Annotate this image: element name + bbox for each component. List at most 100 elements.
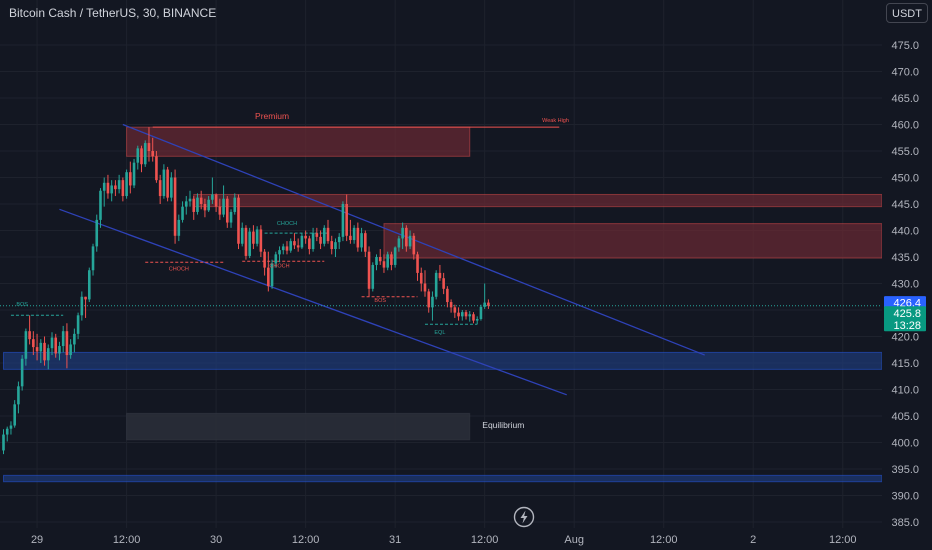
candle-body[interactable] — [226, 198, 229, 223]
candle-body[interactable] — [386, 254, 389, 268]
candle-body[interactable] — [173, 177, 177, 236]
candle-body[interactable] — [479, 306, 483, 320]
candle-body[interactable] — [46, 348, 50, 361]
candle-body[interactable] — [352, 227, 356, 241]
candle-body[interactable] — [431, 296, 434, 308]
candle-body[interactable] — [207, 199, 210, 211]
candle-body[interactable] — [326, 227, 330, 242]
candle-body[interactable] — [281, 246, 285, 251]
candle-body[interactable] — [73, 333, 76, 345]
candle-body[interactable] — [446, 288, 449, 303]
candle-body[interactable] — [184, 201, 188, 207]
candle-body[interactable] — [285, 246, 289, 251]
candle-body[interactable] — [423, 283, 427, 292]
candle-body[interactable] — [177, 219, 181, 236]
candle-body[interactable] — [267, 267, 270, 287]
candle-body[interactable] — [278, 250, 281, 255]
candle-body[interactable] — [121, 180, 125, 197]
candle-body[interactable] — [252, 231, 255, 244]
candle-body[interactable] — [438, 272, 442, 279]
candle-body[interactable] — [102, 182, 106, 191]
candle-body[interactable] — [155, 156, 158, 181]
candle-body[interactable] — [110, 185, 113, 194]
candle-body[interactable] — [181, 206, 184, 220]
candle-body[interactable] — [308, 238, 311, 250]
candle-body[interactable] — [117, 180, 121, 190]
candle-body[interactable] — [483, 302, 486, 307]
candle-body[interactable] — [270, 263, 274, 287]
currency-button[interactable]: USDT — [886, 3, 928, 23]
candle-body[interactable] — [364, 233, 367, 252]
candle-body[interactable] — [457, 312, 460, 317]
candle-body[interactable] — [468, 314, 472, 317]
candle-body[interactable] — [9, 425, 13, 429]
candle-body[interactable] — [166, 169, 169, 198]
candle-body[interactable] — [196, 197, 199, 212]
candle-body[interactable] — [140, 148, 143, 165]
candle-body[interactable] — [487, 302, 490, 306]
candle-body[interactable] — [449, 302, 453, 308]
candle-body[interactable] — [434, 272, 438, 297]
candle-body[interactable] — [214, 194, 218, 207]
candle-body[interactable] — [35, 347, 39, 352]
candle-body[interactable] — [233, 197, 237, 212]
candle-body[interactable] — [300, 235, 304, 248]
candle-body[interactable] — [322, 227, 326, 244]
candle-body[interactable] — [54, 337, 58, 354]
candle-body[interactable] — [43, 342, 46, 361]
candle-body[interactable] — [58, 346, 61, 354]
candle-body[interactable] — [427, 291, 431, 308]
candle-body[interactable] — [69, 344, 72, 356]
candle-body[interactable] — [151, 151, 154, 157]
candle-body[interactable] — [13, 404, 16, 426]
candle-body[interactable] — [371, 264, 375, 289]
candle-body[interactable] — [296, 245, 300, 248]
candle-body[interactable] — [95, 219, 99, 247]
candle-body[interactable] — [2, 434, 5, 451]
candle-body[interactable] — [382, 261, 386, 268]
tradingview-logo-icon[interactable] — [513, 506, 535, 528]
candle-body[interactable] — [255, 229, 259, 244]
candle-body[interactable] — [132, 162, 136, 186]
candle-body[interactable] — [162, 169, 166, 197]
candle-body[interactable] — [356, 227, 360, 248]
candle-body[interactable] — [170, 177, 173, 198]
candle-body[interactable] — [106, 182, 110, 194]
candle-body[interactable] — [158, 180, 162, 197]
candle-body[interactable] — [24, 331, 28, 359]
candle-body[interactable] — [229, 211, 233, 223]
candle-body[interactable] — [244, 227, 248, 256]
candle-body[interactable] — [360, 233, 363, 248]
candle-body[interactable] — [349, 235, 352, 241]
candle-body[interactable] — [319, 236, 322, 244]
candle-body[interactable] — [416, 254, 419, 273]
candle-body[interactable] — [405, 227, 408, 247]
candle-body[interactable] — [442, 278, 445, 289]
candle-body[interactable] — [17, 386, 20, 405]
candle-body[interactable] — [5, 428, 9, 435]
candle-body[interactable] — [76, 315, 80, 334]
candle-body[interactable] — [218, 206, 222, 215]
candle-body[interactable] — [330, 241, 334, 250]
candle-body[interactable] — [129, 172, 132, 186]
candle-body[interactable] — [125, 172, 128, 197]
candle-body[interactable] — [263, 251, 266, 268]
candle-body[interactable] — [91, 246, 95, 271]
candle-body[interactable] — [65, 331, 69, 356]
candle-body[interactable] — [240, 227, 244, 244]
candle-body[interactable] — [211, 194, 214, 200]
candle-body[interactable] — [341, 204, 345, 237]
candle-body[interactable] — [334, 242, 337, 250]
candle-body[interactable] — [136, 148, 140, 163]
candle-body[interactable] — [50, 337, 54, 349]
candle-body[interactable] — [289, 241, 293, 251]
candle-body[interactable] — [419, 272, 423, 284]
candle-body[interactable] — [375, 257, 378, 265]
candle-body[interactable] — [397, 238, 401, 248]
candle-body[interactable] — [390, 254, 393, 265]
candle-body[interactable] — [472, 314, 475, 321]
candle-body[interactable] — [412, 235, 416, 255]
candle-body[interactable] — [99, 190, 102, 220]
candle-body[interactable] — [222, 198, 225, 215]
